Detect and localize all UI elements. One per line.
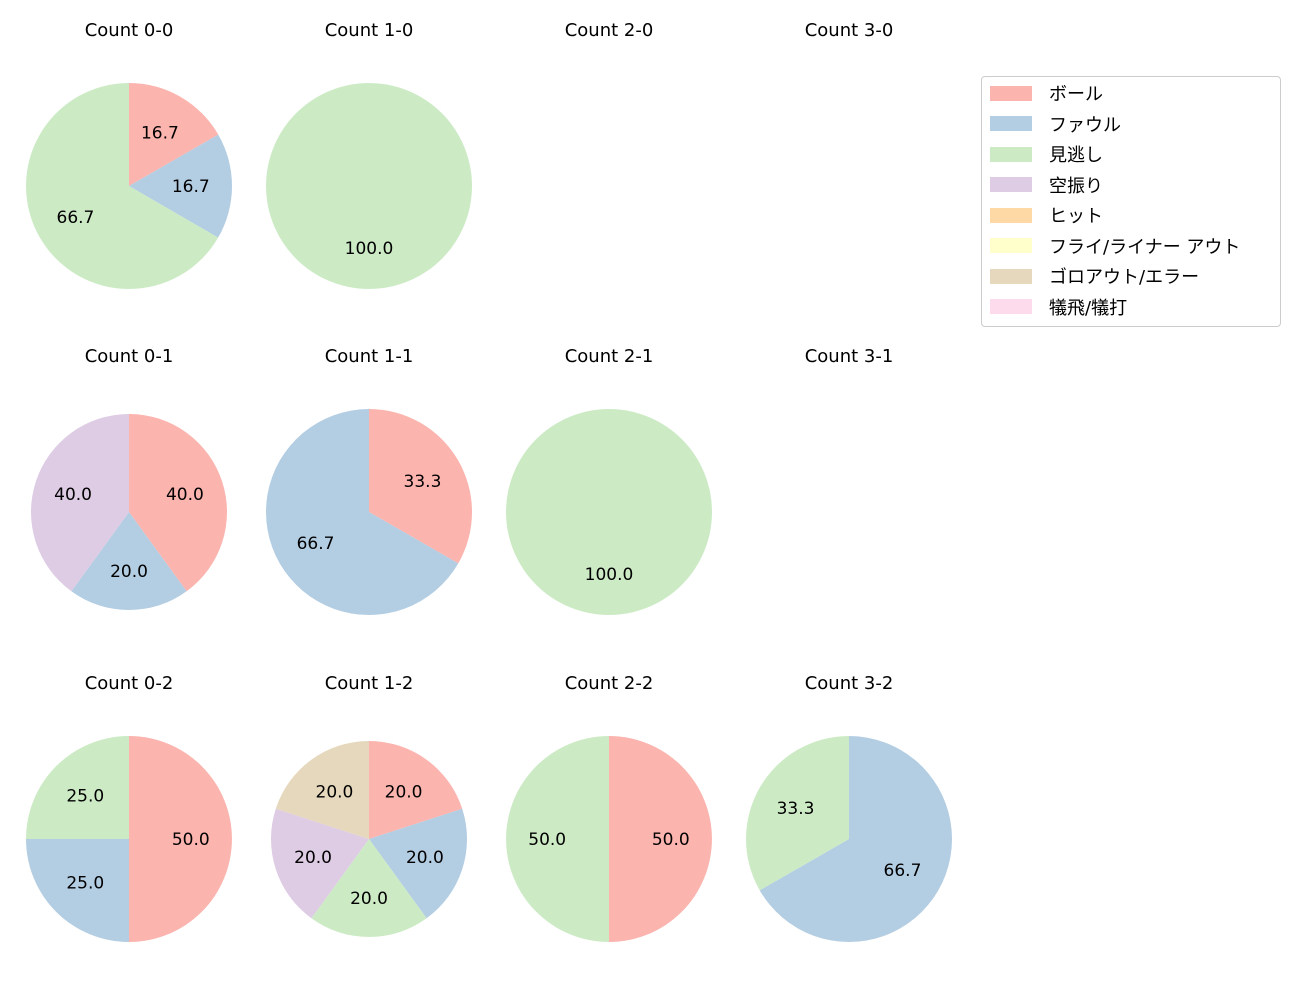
pie-slice: [369, 741, 463, 839]
pie-title: Count 0-1: [85, 346, 174, 367]
pie-title: Count 1-0: [325, 20, 414, 41]
legend-item: 見逃し: [990, 144, 1103, 166]
legend-item: ボール: [990, 83, 1103, 105]
legend-item: ファウル: [990, 114, 1121, 136]
pie-slice: [25, 83, 219, 289]
pie-label: 33.3: [777, 799, 815, 819]
legend-swatch: [990, 268, 1032, 284]
pie-label: 16.7: [172, 177, 210, 197]
pie-label: 100.0: [585, 565, 634, 585]
pie-slice: [506, 409, 712, 615]
pie-title: Count 2-0: [565, 20, 654, 41]
pie-slice: [129, 134, 232, 238]
pie-slice: [129, 414, 228, 592]
legend-item: ヒット: [990, 205, 1103, 227]
legend-label: フライ/ライナー アウト: [1049, 236, 1241, 258]
legend-swatch: [990, 299, 1032, 314]
pie-title: Count 1-1: [325, 346, 414, 367]
pie-slice: [266, 83, 472, 289]
pie-slice: [759, 736, 953, 942]
pie-title: Count 0-2: [85, 673, 174, 694]
legend-label: 犠飛/犠打: [1049, 297, 1128, 319]
pie-slice: [369, 409, 472, 564]
pie-slice: [609, 736, 712, 942]
pie-title: Count 3-2: [805, 673, 894, 694]
pie-label: 20.0: [350, 889, 388, 909]
pie-label: 20.0: [110, 562, 148, 582]
pie-slice: [275, 741, 369, 839]
legend-swatch: [990, 207, 1032, 223]
pie-title: Count 2-1: [565, 346, 654, 367]
pie-slice: [270, 808, 369, 919]
pie-label: 20.0: [294, 848, 332, 868]
pie-slice: [506, 736, 609, 942]
legend-item: フライ/ライナー アウト: [990, 236, 1241, 258]
pie-label: 50.0: [172, 830, 210, 850]
pie-label: 33.3: [404, 472, 442, 492]
pie-label: 100.0: [345, 239, 394, 259]
legend-label: ゴロアウト/エラー: [1049, 267, 1200, 288]
pie-label: 16.7: [141, 123, 179, 143]
pie-slice: [311, 839, 427, 937]
pie-label: 25.0: [66, 786, 104, 806]
pie-label: 40.0: [166, 485, 204, 505]
pie-label: 40.0: [54, 485, 92, 505]
pie-label: 20.0: [385, 782, 423, 802]
legend-item: ゴロアウト/エラー: [990, 266, 1200, 288]
pie-label: 50.0: [652, 830, 690, 850]
pie-slice: [746, 736, 849, 891]
legend-swatch: [990, 85, 1032, 101]
pie-title: Count 3-0: [805, 20, 894, 41]
legend-swatch: [990, 177, 1032, 192]
legend-item: 犠飛/犠打: [990, 297, 1128, 319]
pie-slice: [26, 736, 129, 839]
pie-slice: [369, 808, 468, 919]
legend-item: 空振り: [990, 175, 1103, 197]
pie-label: 50.0: [528, 830, 566, 850]
legend-label: 空振り: [1049, 175, 1103, 197]
legend-label: ボール: [1049, 84, 1103, 105]
legend-label: 見逃し: [1049, 145, 1103, 166]
pie-label: 25.0: [66, 874, 104, 894]
pie-label: 20.0: [406, 848, 444, 868]
pie-slice: [129, 736, 232, 942]
pie-label: 20.0: [316, 782, 354, 802]
legend: ボールファウル見逃し空振りヒットフライ/ライナー アウト ゴロアウト/エラー 犠飛/…: [981, 76, 1281, 327]
legend-swatch: [990, 146, 1032, 162]
legend-swatch: [990, 116, 1032, 131]
pie-label: 66.7: [884, 861, 922, 881]
pie-slice: [26, 839, 129, 942]
pie-slice: [30, 414, 129, 592]
pie-slice: [266, 409, 459, 616]
legend-swatch: [990, 238, 1032, 253]
pie-title: Count 0-0: [85, 20, 174, 41]
pie-title: Count 1-2: [325, 673, 414, 694]
pie-title: Count 2-2: [565, 673, 654, 694]
pie-slice: [129, 83, 219, 186]
legend-label: ファウル: [1049, 114, 1121, 136]
pie-label: 66.7: [57, 208, 95, 228]
pie-title: Count 3-1: [805, 346, 894, 367]
pie-slice: [71, 512, 187, 611]
pie-label: 66.7: [297, 534, 335, 554]
legend-label: ヒット: [1049, 206, 1103, 227]
